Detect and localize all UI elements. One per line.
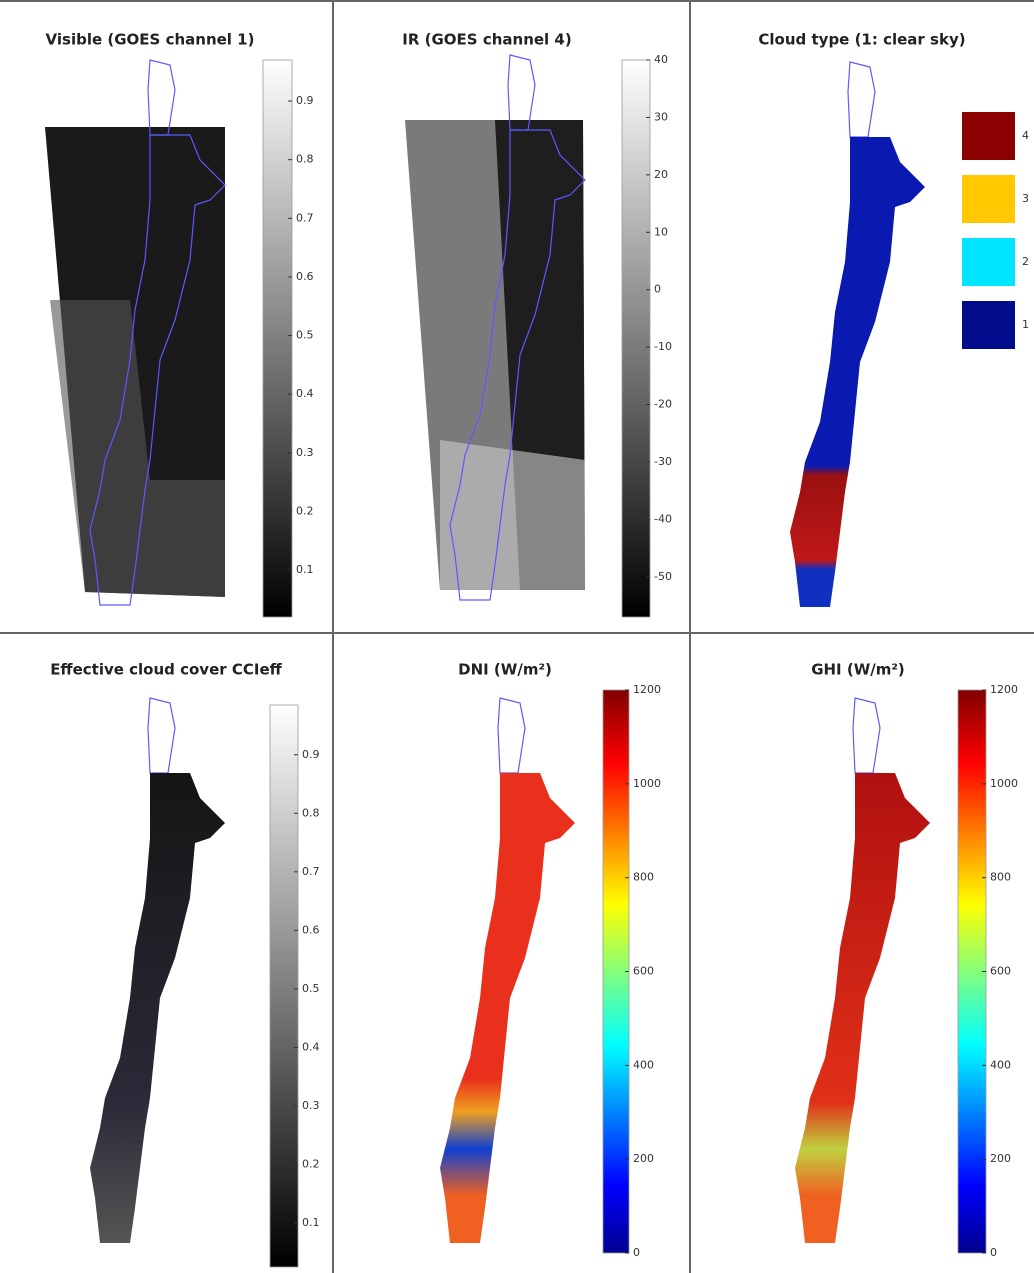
colorbar: [269, 704, 299, 1268]
colorbar-tick-label: 1000: [990, 777, 1018, 790]
legend-swatch: [962, 112, 1015, 160]
legend-swatch: [962, 301, 1015, 349]
colorbar-tick-label: 800: [990, 871, 1011, 884]
colorbar: [957, 689, 987, 1254]
colorbar-tick-label: -30: [654, 455, 672, 468]
colorbar: [602, 689, 630, 1254]
colorbar: [262, 59, 293, 618]
colorbar-tick-label: -50: [654, 570, 672, 583]
colorbar-tick-label: 200: [633, 1152, 654, 1165]
colorbar-tick-label: 0.1: [296, 563, 314, 576]
colorbar-tick-label: 1000: [633, 777, 661, 790]
colorbar-tick-label: 0.3: [296, 446, 314, 459]
colorbar-tick-label: 1200: [633, 683, 661, 696]
colorbar-tick-label: 40: [654, 53, 668, 66]
colorbar-tick-label: 0.6: [296, 270, 314, 283]
colorbar-tick-label: -20: [654, 398, 672, 411]
colorbar-tick-label: 0.2: [302, 1158, 320, 1171]
colorbar: [621, 59, 651, 618]
colorbar-tick-label: 10: [654, 225, 668, 238]
colorbar-tick-label: 0.4: [296, 387, 314, 400]
legend-label: 2: [1022, 255, 1029, 268]
satellite-images: [45, 54, 586, 606]
colorbar-tick-label: 0.9: [296, 94, 314, 107]
panel-title: IR (GOES channel 4): [402, 31, 571, 49]
legend-label: 1: [1022, 318, 1029, 331]
panel-title: GHI (W/m²): [811, 661, 905, 679]
colorbar-tick-label: 0.3: [302, 1099, 320, 1112]
panel-title: Cloud type (1: clear sky): [758, 31, 965, 49]
colorbar-tick-label: 0.4: [302, 1040, 320, 1053]
colorbar-tick-label: 20: [654, 168, 668, 181]
colorbar-tick-label: 0.9: [302, 748, 320, 761]
panel-title: Visible (GOES channel 1): [46, 31, 255, 49]
colorbar-tick-label: 0: [654, 283, 661, 296]
colorbar-tick-label: 600: [633, 965, 654, 978]
panel-title: Effective cloud cover CCIeff: [50, 661, 282, 679]
legend-swatch: [962, 175, 1015, 223]
colorbar-tick-label: 0.8: [302, 806, 320, 819]
colorbar-tick-label: 0.5: [296, 329, 314, 342]
colorbar-tick-label: 600: [990, 965, 1011, 978]
colorbar-tick-label: 200: [990, 1152, 1011, 1165]
colorbar-tick-label: 0: [990, 1246, 997, 1259]
colorbar-tick-label: 0.5: [302, 982, 320, 995]
legend-swatch: [962, 238, 1015, 286]
colorbar-tick-label: 0.2: [296, 504, 314, 517]
colorbar-tick-label: 800: [633, 871, 654, 884]
colorbar-tick-label: 1200: [990, 683, 1018, 696]
panel-title: DNI (W/m²): [458, 661, 552, 679]
colorbar-tick-label: 0.7: [302, 865, 320, 878]
legend-label: 4: [1022, 129, 1029, 142]
colorbar-tick-label: 0.8: [296, 153, 314, 166]
colorbar-tick-label: 30: [654, 110, 668, 123]
colorbar-tick-label: -40: [654, 512, 672, 525]
colorbar-tick-label: 400: [990, 1058, 1011, 1071]
colorbar-tick-label: 0.7: [296, 211, 314, 224]
colorbar-tick-label: 0.1: [302, 1216, 320, 1229]
colorbar-tick-label: 0: [633, 1246, 640, 1259]
colorbar-tick-label: 400: [633, 1058, 654, 1071]
legend-label: 3: [1022, 192, 1029, 205]
colorbar-tick-label: 0.6: [302, 923, 320, 936]
colorbar-tick-label: -10: [654, 340, 672, 353]
